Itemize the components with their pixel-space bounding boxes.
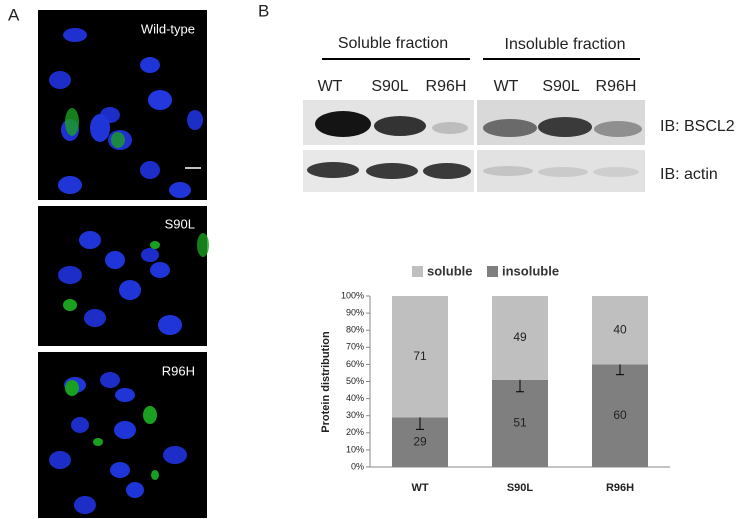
x-tick-label: S90L <box>507 482 534 494</box>
panel-label: A <box>8 5 20 24</box>
lane-label: WT <box>318 78 343 95</box>
y-tick-label: 80% <box>346 325 364 335</box>
y-tick-label: 40% <box>346 393 364 403</box>
y-tick-label: 70% <box>346 342 364 352</box>
y-tick-label: 0% <box>351 461 364 471</box>
bar-segment <box>392 296 448 418</box>
y-tick-label: 20% <box>346 427 364 437</box>
legend-swatch <box>487 266 498 277</box>
lane-label: R96H <box>426 78 467 95</box>
legend-label: soluble <box>427 263 473 278</box>
y-tick-label: 90% <box>346 307 364 317</box>
lane-label: WT <box>494 78 519 95</box>
x-tick-label: R96H <box>606 482 634 494</box>
blot-label: IB: BSCL2 <box>660 118 735 135</box>
value-label: 49 <box>513 330 527 344</box>
panel-label: B <box>258 1 269 20</box>
fraction-label: Insoluble fraction <box>505 36 626 53</box>
value-label: 40 <box>613 322 627 336</box>
lane-label: S90L <box>542 78 579 95</box>
image-label: R96H <box>162 363 195 378</box>
y-tick-label: 10% <box>346 444 364 454</box>
legend-label: insoluble <box>502 263 559 278</box>
value-label: 60 <box>613 408 627 422</box>
value-label: 71 <box>413 349 427 363</box>
blot <box>303 100 645 192</box>
bar-segment <box>492 296 548 380</box>
value-label: 51 <box>513 416 527 430</box>
blot-label: IB: actin <box>660 166 718 183</box>
value-label: 29 <box>413 434 427 448</box>
bar-segment <box>592 296 648 365</box>
bar-segment <box>492 379 548 467</box>
y-tick-label: 60% <box>346 359 364 369</box>
fraction-label: Soluble fraction <box>338 35 448 52</box>
image-label: Wild-type <box>141 21 195 36</box>
lane-label: R96H <box>596 78 637 95</box>
lane-label: S90L <box>371 78 408 95</box>
image-label: S90L <box>165 216 195 231</box>
y-axis-label: Protein distribution <box>320 331 332 433</box>
legend-swatch <box>412 266 423 277</box>
x-tick-label: WT <box>411 482 428 494</box>
micrograph <box>38 10 209 518</box>
y-tick-label: 30% <box>346 410 364 420</box>
bar-segment <box>592 364 648 467</box>
y-tick-label: 100% <box>341 290 364 300</box>
y-tick-label: 50% <box>346 376 364 386</box>
